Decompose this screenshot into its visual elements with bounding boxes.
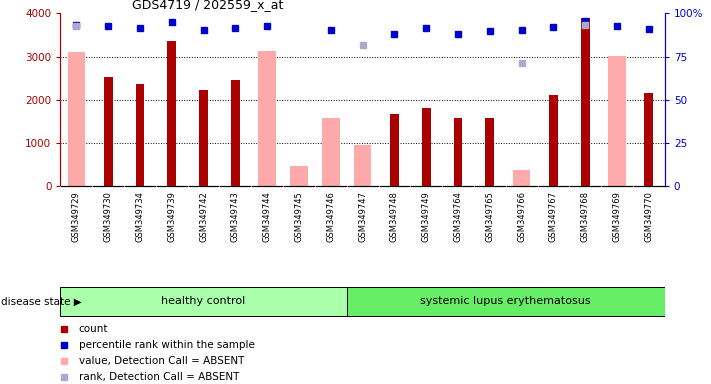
Text: GSM349729: GSM349729	[72, 191, 81, 242]
Bar	[68, 52, 85, 186]
Bar	[104, 78, 112, 186]
Text: GSM349768: GSM349768	[581, 191, 589, 242]
Text: systemic lupus erythematosus: systemic lupus erythematosus	[420, 296, 591, 306]
Bar	[390, 114, 399, 186]
Text: GSM349742: GSM349742	[199, 191, 208, 242]
Bar	[322, 118, 340, 186]
Bar	[347, 287, 665, 316]
Text: disease state ▶: disease state ▶	[1, 296, 82, 306]
Bar	[199, 90, 208, 186]
Bar	[258, 51, 276, 186]
Bar	[644, 93, 653, 186]
Bar	[167, 41, 176, 186]
Bar	[581, 18, 589, 186]
Text: GSM349745: GSM349745	[294, 191, 304, 242]
Bar	[609, 56, 626, 186]
Bar	[549, 95, 558, 186]
Bar	[486, 118, 494, 186]
Bar	[454, 118, 462, 186]
Bar	[60, 287, 347, 316]
Text: GSM349764: GSM349764	[454, 191, 463, 242]
Bar	[231, 80, 240, 186]
Bar	[354, 145, 371, 186]
Text: count: count	[79, 324, 108, 334]
Text: percentile rank within the sample: percentile rank within the sample	[79, 340, 255, 350]
Text: GSM349746: GSM349746	[326, 191, 336, 242]
Text: GSM349749: GSM349749	[422, 191, 431, 242]
Text: GSM349770: GSM349770	[644, 191, 653, 242]
Text: GSM349743: GSM349743	[231, 191, 240, 242]
Text: GSM349769: GSM349769	[613, 191, 621, 242]
Bar	[513, 170, 530, 186]
Text: GSM349748: GSM349748	[390, 191, 399, 242]
Text: value, Detection Call = ABSENT: value, Detection Call = ABSENT	[79, 356, 244, 366]
Text: GSM349734: GSM349734	[136, 191, 144, 242]
Text: GSM349765: GSM349765	[486, 191, 494, 242]
Text: GSM349744: GSM349744	[262, 191, 272, 242]
Text: GSM349767: GSM349767	[549, 191, 558, 242]
Text: rank, Detection Call = ABSENT: rank, Detection Call = ABSENT	[79, 372, 239, 382]
Text: GSM349747: GSM349747	[358, 191, 367, 242]
Text: GSM349766: GSM349766	[517, 191, 526, 242]
Bar	[290, 166, 308, 186]
Bar	[422, 108, 431, 186]
Text: GDS4719 / 202559_x_at: GDS4719 / 202559_x_at	[132, 0, 283, 12]
Text: GSM349739: GSM349739	[167, 191, 176, 242]
Bar	[136, 84, 144, 186]
Text: GSM349730: GSM349730	[104, 191, 112, 242]
Text: healthy control: healthy control	[161, 296, 246, 306]
